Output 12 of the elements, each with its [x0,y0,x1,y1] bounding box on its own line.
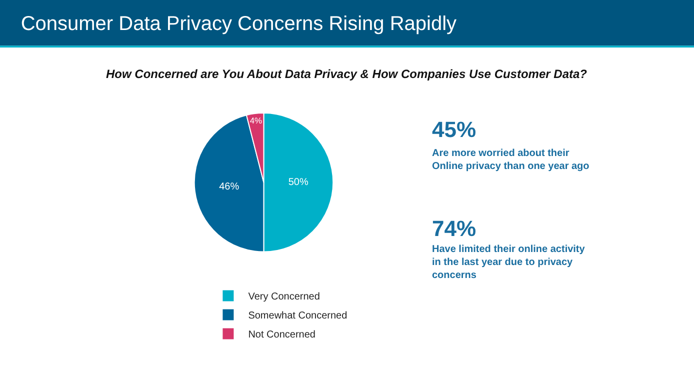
text: 45% [432,117,476,142]
chart-title: Consumer Data Privacy Concerns Rising Rapidly [20,12,457,35]
data-label: 4% [250,115,263,126]
text: Have limited their online activity in the last year due to privacy concerns [432,244,586,281]
chart-subtitle: How Concerned are You About Data Privacy & How Companies Use Customer Data? [106,67,588,81]
data-label: 50% [288,176,308,188]
text: 74% [432,216,476,241]
legend-label: Very Concerned [248,292,320,303]
text: Are more worried about their Online privacy than one year ago [432,148,590,172]
legend-label: Somewhat Concerned [248,310,348,322]
data-label: 46% [219,181,240,192]
legend-label: Not Concerned [248,330,316,341]
